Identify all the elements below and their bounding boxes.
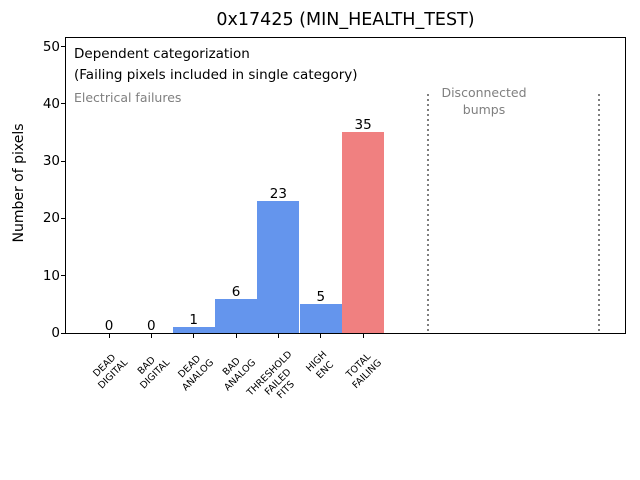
x-tick-label: BAD DIGITAL <box>136 354 173 392</box>
bar-value-label: 1 <box>189 312 198 329</box>
annotation-electrical-failures: Electrical failures <box>74 90 182 105</box>
y-axis-label: Number of pixels <box>11 123 27 243</box>
bar <box>215 298 258 333</box>
dotted-separator <box>598 94 600 333</box>
bar <box>172 327 215 333</box>
x-tick <box>320 334 322 338</box>
x-tick <box>193 334 195 338</box>
x-tick <box>362 334 364 338</box>
x-tick <box>108 334 110 338</box>
y-tick-label: 50 <box>42 38 60 55</box>
bar-value-label: 0 <box>147 318 156 334</box>
annotation-dependent-categorization: Dependent categorization (Failing pixels… <box>74 44 358 86</box>
bar-value-label: 35 <box>354 117 372 134</box>
annotation-dependent-line1: Dependent categorization <box>74 46 250 62</box>
y-tick-label: 40 <box>42 95 60 112</box>
y-tick <box>61 46 66 47</box>
x-tick <box>277 334 279 338</box>
bar <box>257 201 300 333</box>
x-tick <box>235 334 237 338</box>
dotted-separator <box>427 94 429 333</box>
y-tick-label: 10 <box>42 267 60 284</box>
y-tick-label: 30 <box>42 153 60 170</box>
chart-title: 0x17425 (MIN_HEALTH_TEST) <box>216 10 475 30</box>
bar-value-label: 0 <box>104 318 114 334</box>
y-tick <box>61 332 66 334</box>
y-tick-label: 0 <box>51 325 60 341</box>
y-tick <box>61 103 66 105</box>
x-tick-label: THRESHOLD FAILED FITS <box>245 349 298 402</box>
annotation-dependent-line2: (Failing pixels included in single categ… <box>74 67 358 83</box>
y-tick <box>61 160 66 162</box>
bar-value-label: 23 <box>269 186 287 203</box>
bar-value-label: 5 <box>316 289 326 306</box>
y-tick <box>61 217 66 219</box>
y-tick <box>61 275 66 277</box>
x-tick-label: DEAD DIGITAL <box>91 352 130 392</box>
x-tick-label: HIGH ENC <box>303 348 336 381</box>
bar <box>299 304 342 333</box>
bar-value-label: 6 <box>231 283 241 300</box>
x-tick <box>150 334 152 338</box>
y-tick-label: 20 <box>42 210 60 227</box>
annotation-disconnected-bumps: Disconnected bumps <box>441 85 527 117</box>
x-tick-label: TOTAL FAILING <box>344 351 384 391</box>
x-tick-label: DEAD ANALOG <box>175 353 216 394</box>
bar <box>342 132 385 333</box>
